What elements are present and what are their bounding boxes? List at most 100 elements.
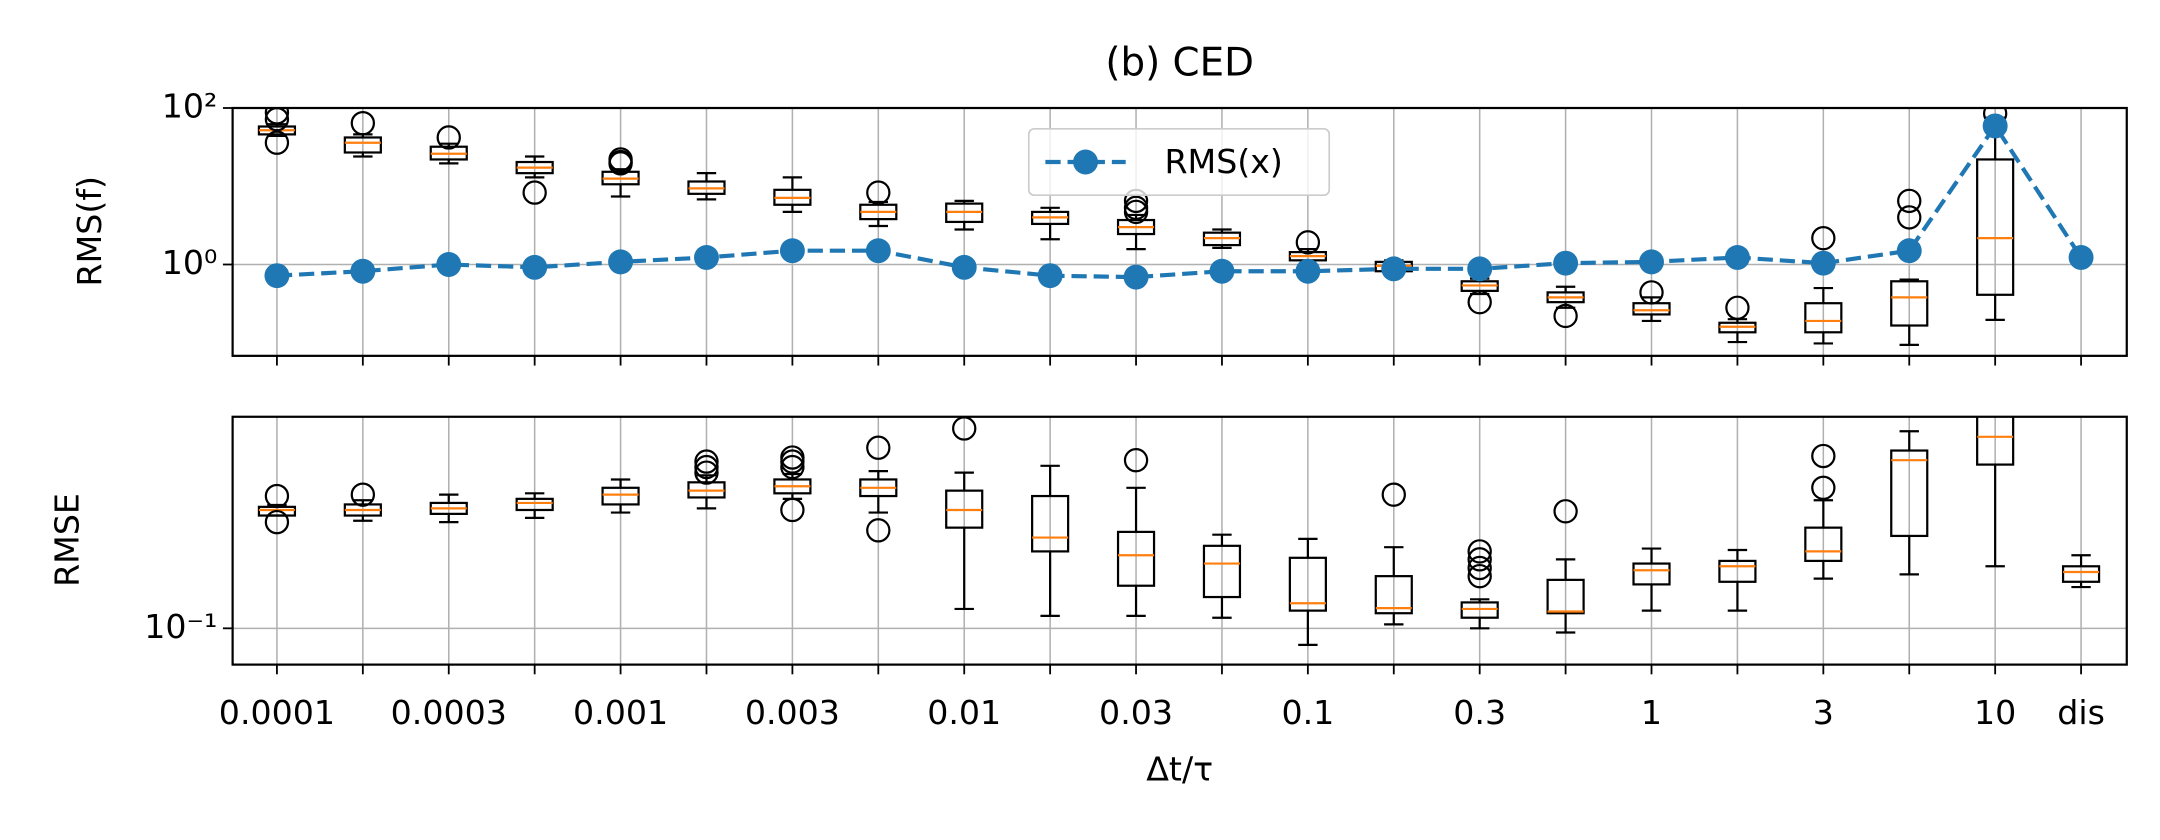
x-axis-label: Δt/τ <box>1146 750 1213 789</box>
box <box>1890 449 1929 538</box>
x-tick-label: 0.3 <box>1453 693 1506 732</box>
outlier <box>1897 205 1922 230</box>
line-marker <box>1810 250 1836 276</box>
line-marker <box>1295 258 1321 284</box>
x-tick-label: 10 <box>1974 693 2016 732</box>
outlier <box>1553 499 1578 524</box>
outlier <box>866 180 891 205</box>
outlier <box>694 460 719 485</box>
outlier <box>522 180 547 205</box>
box <box>1374 575 1413 615</box>
y-axis-label: RMS(f) <box>70 176 109 286</box>
line-marker <box>1467 256 1493 282</box>
outlier <box>694 454 719 480</box>
y-tick-label: 10² <box>162 86 218 125</box>
outlier <box>866 518 891 543</box>
line-marker <box>1639 249 1664 275</box>
line-marker <box>350 258 376 284</box>
x-tick-label: 0.0001 <box>219 693 335 732</box>
outlier <box>1811 225 1836 251</box>
outlier <box>694 449 719 474</box>
outlier <box>608 147 633 172</box>
line-marker <box>1724 244 1750 270</box>
box <box>1804 526 1843 563</box>
outlier <box>350 482 376 507</box>
x-tick-label: 1 <box>1641 693 1662 732</box>
box <box>1546 578 1585 615</box>
x-tick-label: 0.001 <box>573 693 668 732</box>
legend: RMS(x) <box>1027 127 1331 197</box>
line-marker <box>1982 113 2008 139</box>
plot-area <box>257 107 2094 346</box>
box <box>1202 544 1242 599</box>
x-tick-label: 0.03 <box>1099 693 1173 732</box>
outlier <box>866 435 891 460</box>
line-marker <box>264 263 290 289</box>
axes-frame <box>231 106 2128 357</box>
x-tick-label: 0.1 <box>1281 693 1334 732</box>
outlier <box>1381 482 1406 507</box>
x-tick-label: dis <box>2057 693 2105 732</box>
outlier <box>264 130 290 155</box>
box <box>1976 416 2015 466</box>
box <box>1116 530 1156 587</box>
outlier <box>1811 443 1836 469</box>
outlier <box>436 125 461 150</box>
box <box>1632 562 1671 586</box>
x-tick-label: 0.01 <box>927 693 1001 732</box>
x-tick-label: 0.003 <box>745 693 840 732</box>
line-marker <box>608 249 634 275</box>
outlier <box>1295 230 1321 255</box>
outlier <box>1725 295 1750 320</box>
y-tick-label: 10⁰ <box>162 243 218 282</box>
x-tick-label: 0.0003 <box>391 693 507 732</box>
outlier <box>1639 280 1664 305</box>
line-marker <box>865 238 891 264</box>
outlier <box>264 107 290 125</box>
line-marker <box>436 252 462 277</box>
outlier <box>1123 195 1149 221</box>
outlier <box>1467 539 1492 564</box>
box <box>1804 302 1843 334</box>
box <box>1460 601 1499 619</box>
y-tick-label: 10⁻¹ <box>144 607 217 646</box>
outlier <box>780 445 805 470</box>
box <box>1890 280 1929 327</box>
outlier <box>1467 555 1492 581</box>
box <box>1288 556 1327 612</box>
outlier <box>1553 303 1578 329</box>
chart-title: (b) CED <box>1105 41 1254 86</box>
y-axis-label: RMSE <box>48 493 87 587</box>
line-marker <box>779 238 805 264</box>
box <box>343 136 382 154</box>
outlier <box>780 454 805 480</box>
box <box>1718 559 1757 583</box>
outlier <box>1811 475 1836 500</box>
plot-area <box>257 416 2101 646</box>
legend-box <box>1027 127 1331 197</box>
line-marker <box>951 254 977 280</box>
line-marker <box>1037 263 1063 289</box>
line-marker <box>522 254 548 280</box>
line-marker <box>1209 258 1235 284</box>
line-marker <box>2068 244 2094 270</box>
outlier <box>1467 563 1492 589</box>
line-marker <box>1553 250 1579 276</box>
box <box>2061 565 2101 583</box>
outlier <box>1897 188 1922 214</box>
outlier <box>1467 289 1492 315</box>
box <box>515 497 554 512</box>
box <box>1031 494 1070 553</box>
line-series <box>276 122 2083 280</box>
outlier <box>264 483 290 509</box>
outlier <box>1123 448 1149 473</box>
line-marker <box>694 244 719 270</box>
outlier <box>350 110 376 136</box>
line-marker <box>1896 238 1922 264</box>
box <box>601 486 640 506</box>
outlier <box>780 497 805 523</box>
line-marker <box>1381 256 1407 282</box>
axes-frame <box>231 415 2128 666</box>
